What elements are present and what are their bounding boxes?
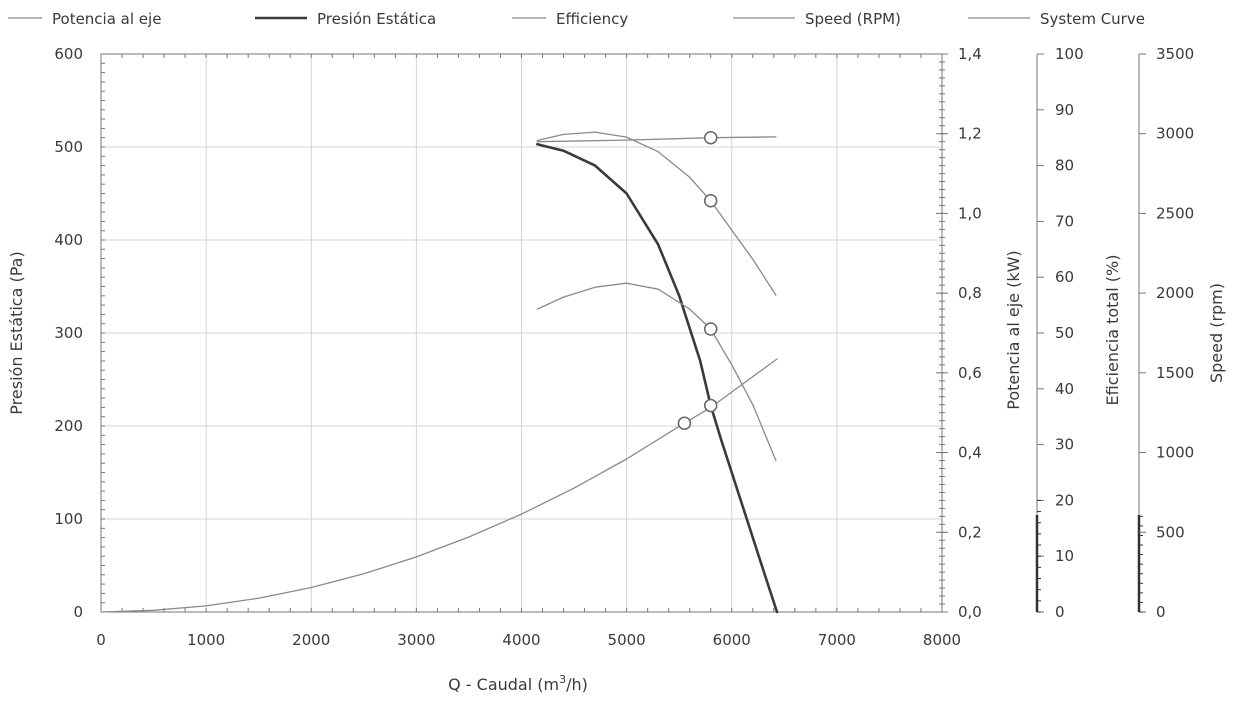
operating-point-marker bbox=[703, 130, 718, 145]
operating-point-marker bbox=[703, 194, 718, 208]
pressure-tick-label: 400 bbox=[54, 231, 83, 249]
x-tick-label: 5000 bbox=[608, 631, 646, 649]
efficiency-tick-label: 60 bbox=[1055, 268, 1074, 286]
efficiency-tick-label: 70 bbox=[1055, 212, 1074, 230]
x-axis-label: Q - Caudal (m3/h) bbox=[448, 673, 588, 694]
speed-tick-label: 2000 bbox=[1156, 284, 1194, 302]
efficiency-tick-label: 80 bbox=[1055, 157, 1074, 175]
operating-point-markers bbox=[677, 130, 718, 430]
efficiency-tick-label: 40 bbox=[1055, 380, 1074, 398]
power-tick-label: 1,0 bbox=[958, 204, 982, 222]
operating-point-marker bbox=[703, 322, 718, 336]
legend-label-speed: Speed (RPM) bbox=[805, 10, 901, 28]
speed-tick-label: 0 bbox=[1156, 603, 1166, 621]
series-efficiency bbox=[536, 131, 777, 296]
series-system bbox=[100, 358, 778, 613]
speed-tick-label: 1500 bbox=[1156, 364, 1194, 382]
speed-axis-label: Speed (rpm) bbox=[1207, 283, 1226, 383]
x-tick-label: 7000 bbox=[818, 631, 856, 649]
legend-label-power: Potencia al eje bbox=[52, 10, 161, 28]
x-tick-label: 0 bbox=[96, 631, 106, 649]
efficiency-tick-label: 10 bbox=[1055, 547, 1074, 565]
power-tick-label: 0,6 bbox=[958, 364, 982, 382]
x-tick-label: 6000 bbox=[713, 631, 751, 649]
pressure-tick-label: 500 bbox=[54, 138, 83, 156]
pressure-tick-label: 0 bbox=[73, 603, 83, 621]
power-tick-label: 0,4 bbox=[958, 444, 982, 462]
power-axis-label: Potencia al eje (kW) bbox=[1004, 250, 1023, 409]
series-power bbox=[536, 282, 777, 462]
power-tick-label: 0,8 bbox=[958, 284, 982, 302]
speed-tick-label: 500 bbox=[1156, 523, 1185, 541]
x-tick-label: 1000 bbox=[187, 631, 225, 649]
legend-label-pressure: Presión Estática bbox=[317, 10, 436, 28]
legend-label-efficiency: Efficiency bbox=[556, 10, 628, 28]
series-speed bbox=[536, 136, 777, 143]
series-lines bbox=[100, 131, 779, 614]
operating-point-marker bbox=[677, 416, 692, 430]
power-tick-label: 0,2 bbox=[958, 523, 982, 541]
speed-tick-label: 2500 bbox=[1156, 204, 1194, 222]
x-tick-label: 4000 bbox=[502, 631, 540, 649]
speed-tick-label: 3500 bbox=[1156, 45, 1194, 63]
efficiency-axis-label: Eficiencia total (%) bbox=[1103, 255, 1122, 406]
x-tick-label: 3000 bbox=[397, 631, 435, 649]
efficiency-tick-label: 30 bbox=[1055, 436, 1074, 454]
x-tick-label: 2000 bbox=[292, 631, 330, 649]
legend-label-system: System Curve bbox=[1040, 10, 1145, 28]
x-tick-label: 8000 bbox=[923, 631, 961, 649]
pressure-tick-label: 100 bbox=[54, 510, 83, 528]
operating-point-marker bbox=[703, 398, 718, 413]
chart-axes: 0 1000 2000 3000 4000 5000 6000 7000 80000100200… bbox=[7, 45, 1226, 649]
speed-tick-label: 1000 bbox=[1156, 444, 1194, 462]
pressure-tick-label: 600 bbox=[54, 45, 83, 63]
pressure-tick-label: 200 bbox=[54, 417, 83, 435]
grid-lines bbox=[100, 53, 943, 613]
efficiency-tick-label: 50 bbox=[1055, 324, 1074, 342]
efficiency-tick-label: 90 bbox=[1055, 101, 1074, 119]
pressure-tick-label: 300 bbox=[54, 324, 83, 342]
efficiency-tick-label: 0 bbox=[1055, 603, 1065, 621]
power-tick-label: 0,0 bbox=[958, 603, 982, 621]
power-tick-label: 1,4 bbox=[958, 45, 982, 63]
power-tick-label: 1,2 bbox=[958, 125, 982, 143]
series-pressure bbox=[535, 142, 779, 614]
efficiency-tick-label: 100 bbox=[1055, 45, 1084, 63]
efficiency-tick-label: 20 bbox=[1055, 491, 1074, 509]
pressure-axis-label: Presión Estática (Pa) bbox=[7, 251, 26, 414]
chart-legend: Potencia al eje Presión Estática Efficienc… bbox=[8, 10, 1145, 28]
speed-tick-label: 3000 bbox=[1156, 125, 1194, 143]
